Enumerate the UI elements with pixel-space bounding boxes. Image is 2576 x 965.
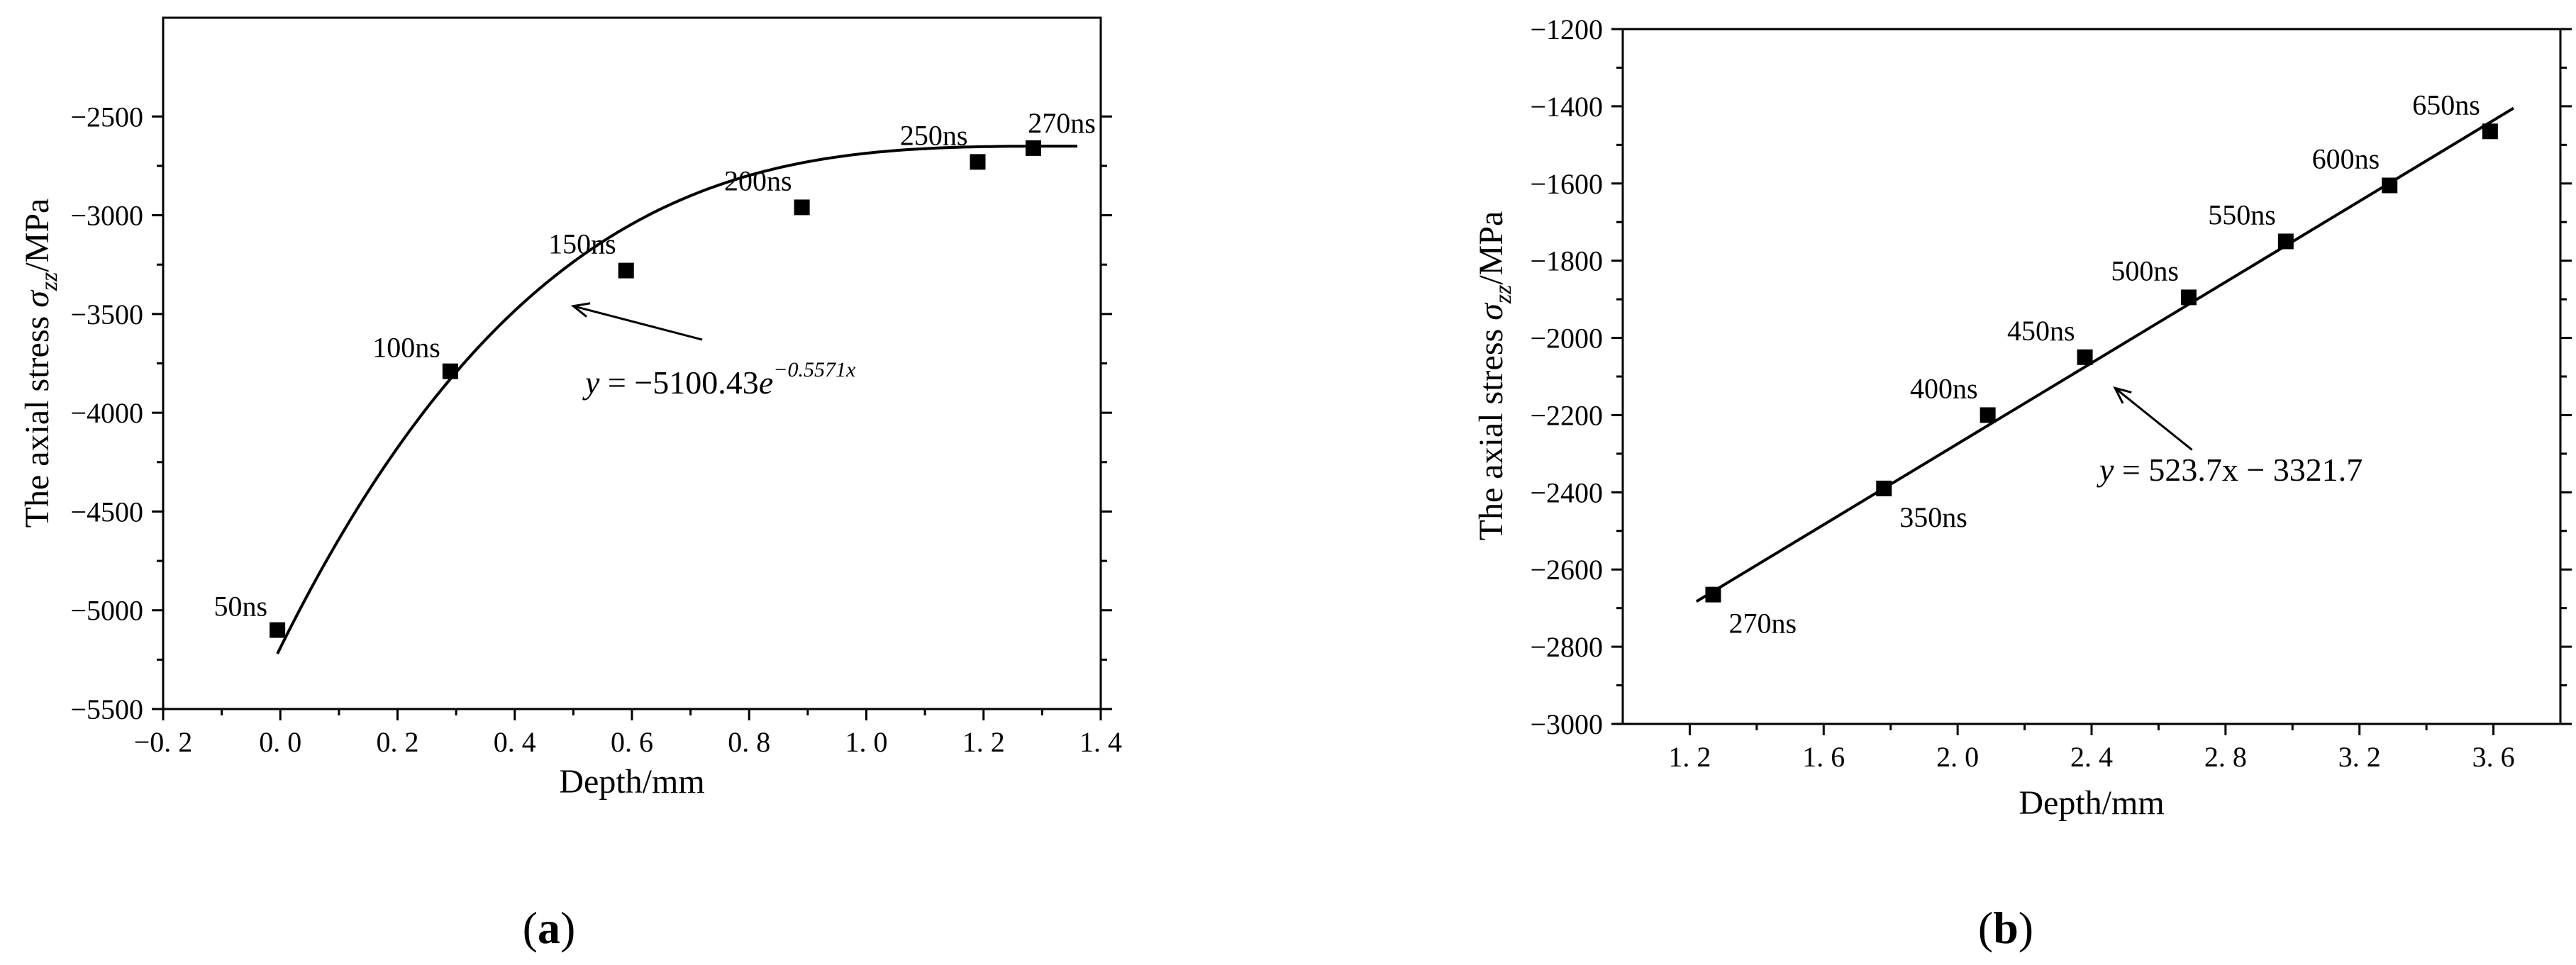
x-tick-label: 2. 8 [2204, 741, 2247, 773]
y-tick-label: −4500 [70, 496, 143, 528]
equation-arrow-a [570, 302, 703, 341]
point-label: 150ns [548, 228, 616, 260]
x-tick-label: 1. 2 [1668, 741, 1711, 773]
point-label: 550ns [2208, 199, 2276, 230]
x-axis-b: 1. 2 1. 6 2. 0 2. 4 2. 8 3. 2 3. 6 [1668, 724, 2515, 773]
fit-equation-a: y = −5100.43e−0.5571x [582, 358, 856, 401]
x-tick-label: 0. 0 [259, 726, 301, 758]
point-label: 500ns [2111, 255, 2179, 286]
y-axis-b: −3000 −2800 −2600 −2400 −2200 −2000 −1800 −1600… [1530, 13, 2572, 740]
x-tick-label: 0. 6 [611, 726, 653, 758]
point-label: 400ns [1910, 372, 1978, 404]
y-tick-label: −3000 [70, 200, 143, 232]
data-point [1876, 480, 1892, 496]
y-tick-label: −1200 [1530, 13, 1603, 45]
chart-panel-a: −5500 −5000 −4500 −4000 −3500 −3000 −2500 −0. … [18, 16, 1122, 953]
arrow-shaft [572, 305, 703, 341]
x-tick-label: 3. 6 [2472, 741, 2515, 773]
y-tick-label: −1600 [1530, 168, 1603, 200]
data-point [794, 199, 810, 216]
y-tick-label: −2800 [1530, 631, 1603, 663]
x-tick-label: −0. 2 [134, 726, 193, 758]
data-point [270, 622, 286, 638]
y-tick-label: −2200 [1530, 399, 1603, 431]
y-axis-a: −5500 −5000 −4500 −4000 −3500 −3000 −2500 [70, 101, 1112, 725]
point-label: 450ns [2007, 315, 2075, 347]
data-point [2077, 349, 2093, 365]
x-tick-label: 0. 8 [728, 726, 770, 758]
point-label: 270ns [1728, 608, 1797, 640]
data-points-a: 50ns 100ns 150ns 200ns 250ns 270ns [214, 107, 1096, 638]
y-tick-label: −1800 [1530, 245, 1603, 277]
point-label: 250ns [900, 119, 968, 151]
y-tick-label: −5000 [70, 595, 143, 627]
point-label: 270ns [1028, 107, 1096, 139]
x-tick-label: 0. 4 [494, 726, 536, 758]
x-tick-label: 1. 4 [1079, 726, 1122, 758]
fit-curve-a [276, 145, 1077, 654]
y-tick-label: −2500 [70, 101, 143, 133]
data-point [1980, 407, 1996, 423]
data-point [442, 363, 458, 379]
x-axis-a: −0. 2 0. 0 0. 2 0. 4 0. 6 0. 8 1. 0 1. 2 1. 4 [134, 709, 1122, 758]
chart-panel-b: −3000 −2800 −2600 −2400 −2200 −2000 −1800 −1600… [1472, 13, 2572, 953]
x-tick-label: 2. 4 [2070, 741, 2113, 773]
fit-equation-b: y = 523.7x − 3321.7 [2097, 452, 2363, 488]
data-point [2382, 177, 2398, 194]
panel-label-b: (b) [1978, 903, 2033, 953]
x-tick-label: 1. 0 [845, 726, 888, 758]
y-tick-label: −3000 [1530, 708, 1603, 740]
x-tick-label: 2. 0 [1936, 741, 1979, 773]
data-point [970, 154, 986, 170]
equation-arrow-b [2113, 386, 2193, 451]
y-tick-label: −5500 [70, 693, 143, 725]
x-tick-label: 1. 6 [1802, 741, 1845, 773]
x-tick-label: 0. 2 [377, 726, 419, 758]
arrow-head [2113, 386, 2132, 404]
y-tick-label: −2600 [1530, 554, 1603, 586]
data-point [1705, 586, 1721, 603]
x-axis-title-b: Depth/mm [2019, 784, 2164, 822]
panel-label-a: (a) [523, 903, 576, 953]
point-label: 50ns [214, 591, 268, 623]
y-tick-label: −2000 [1530, 323, 1603, 355]
x-axis-title-a: Depth/mm [559, 763, 704, 801]
y-tick-label: −2400 [1530, 476, 1603, 508]
x-tick-label: 3. 2 [2338, 741, 2381, 773]
fit-line-b [1695, 106, 2514, 603]
y-tick-label: −3500 [70, 299, 143, 330]
y-axis-title-b: The axial stress σzz/MPa [1472, 211, 1516, 541]
point-label: 100ns [372, 332, 440, 364]
y-tick-label: −4000 [70, 397, 143, 429]
point-label: 600ns [2312, 143, 2380, 175]
point-label: 350ns [1899, 501, 1967, 533]
point-label: 200ns [724, 164, 792, 196]
data-point [2482, 123, 2498, 140]
point-label: 650ns [2412, 89, 2480, 121]
y-axis-title-a: The axial stress σzz/MPa [18, 199, 62, 528]
y-tick-label: −1400 [1530, 91, 1603, 123]
data-point [1025, 140, 1041, 156]
data-point [618, 262, 634, 279]
arrow-head [570, 302, 591, 318]
x-tick-label: 1. 2 [962, 726, 1005, 758]
data-points-b: 270ns 350ns 400ns 450ns 500ns 550ns 600ns 650ns [1705, 89, 2498, 640]
data-point [2180, 289, 2197, 306]
arrow-shaft [2114, 387, 2193, 451]
data-point [2277, 233, 2294, 250]
